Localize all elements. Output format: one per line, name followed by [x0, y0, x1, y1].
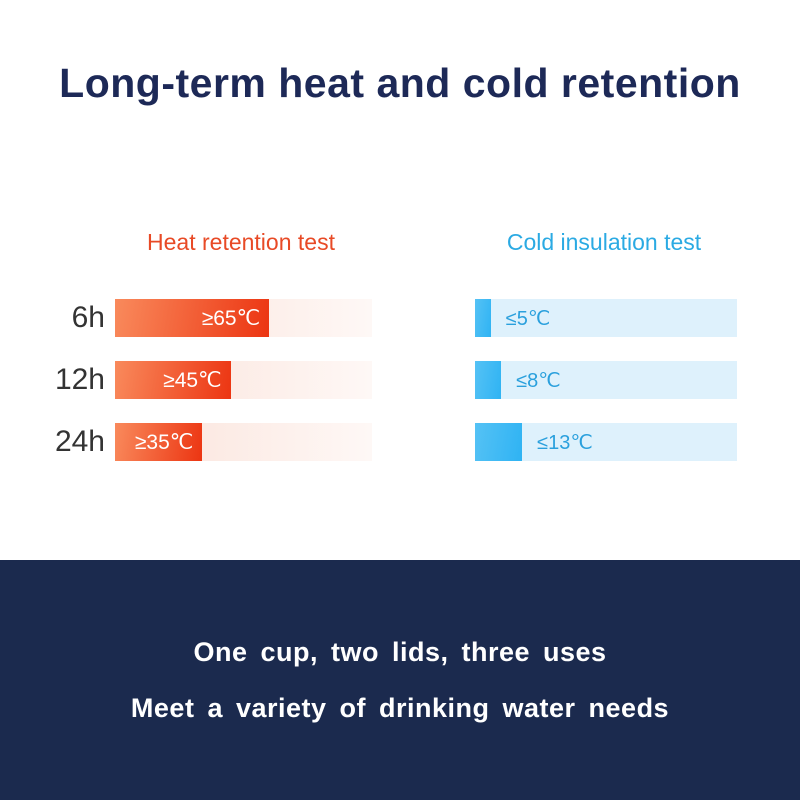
heat-chart-title: Heat retention test [147, 229, 335, 255]
footer-line-1: One cup, two lids, three uses [193, 636, 607, 667]
heat-bar-track: ≥45℃ [115, 361, 372, 399]
footer-line-2: Meet a variety of drinking water needs [130, 692, 670, 723]
cold-bar-track: ≤5℃ [475, 299, 737, 337]
cold-bar-value: ≤13℃ [537, 431, 593, 454]
cold-bar-track: ≤13℃ [475, 423, 737, 461]
heat-bar-fill: ≥35℃ [115, 423, 203, 461]
retention-row-6h: 6h ≥65℃ ≤5℃ [0, 299, 800, 337]
heat-bar-fill: ≥45℃ [115, 361, 231, 399]
heat-bar-value: ≥45℃ [163, 368, 222, 392]
heat-bar-fill: ≥65℃ [115, 299, 270, 337]
duration-label: 12h [54, 363, 105, 396]
footer-banner: One cup, two lids, three uses Meet a var… [0, 560, 800, 800]
retention-row-12h: 12h ≥45℃ ≤8℃ [0, 361, 800, 399]
cold-bar-value: ≤8℃ [516, 369, 561, 392]
duration-label: 6h [71, 301, 105, 334]
retention-row-24h: 24h ≥35℃ ≤13℃ [0, 423, 800, 461]
cold-bar-value: ≤5℃ [505, 307, 551, 330]
heat-bar-track: ≥35℃ [115, 423, 372, 461]
page-title: Long-term heat and cold retention [59, 60, 741, 106]
cold-bar-fill [475, 423, 523, 461]
cold-bar-fill [475, 361, 502, 399]
heat-bar-value: ≥35℃ [134, 430, 194, 454]
cold-chart-title: Cold insulation test [506, 229, 702, 255]
cold-bar-fill [475, 299, 491, 337]
duration-label: 24h [54, 425, 105, 458]
heat-bar-track: ≥65℃ [115, 299, 372, 337]
heat-bar-value: ≥65℃ [201, 306, 261, 330]
cold-bar-track: ≤8℃ [475, 361, 737, 399]
